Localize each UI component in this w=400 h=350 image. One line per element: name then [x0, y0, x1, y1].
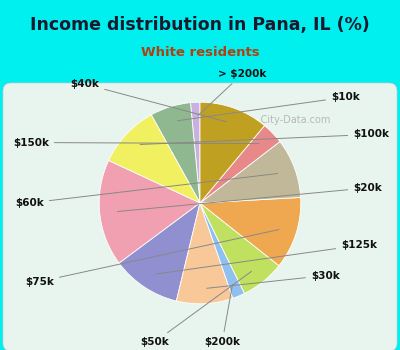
Text: ▲ City-Data.com: ▲ City-Data.com — [250, 115, 330, 125]
Text: $40k: $40k — [70, 79, 226, 122]
Text: > $200k: > $200k — [198, 69, 266, 116]
Wedge shape — [99, 161, 200, 263]
Text: $100k: $100k — [140, 130, 389, 145]
Wedge shape — [200, 142, 301, 203]
Wedge shape — [108, 115, 200, 203]
Wedge shape — [119, 203, 200, 301]
Text: $150k: $150k — [13, 138, 259, 147]
Text: $200k: $200k — [204, 285, 240, 347]
Wedge shape — [151, 103, 200, 203]
Text: $10k: $10k — [178, 92, 360, 121]
Wedge shape — [176, 203, 233, 304]
Wedge shape — [200, 197, 301, 266]
FancyBboxPatch shape — [3, 83, 397, 350]
Wedge shape — [200, 203, 244, 298]
Wedge shape — [200, 102, 264, 203]
Text: $75k: $75k — [25, 230, 279, 287]
Text: Income distribution in Pana, IL (%): Income distribution in Pana, IL (%) — [30, 16, 370, 34]
Text: $125k: $125k — [156, 240, 377, 274]
Text: $50k: $50k — [140, 271, 252, 347]
Text: $20k: $20k — [118, 183, 382, 211]
Text: $30k: $30k — [207, 271, 340, 288]
Text: White residents: White residents — [141, 46, 259, 58]
Text: $60k: $60k — [15, 174, 278, 208]
Wedge shape — [200, 126, 280, 203]
Wedge shape — [190, 102, 200, 203]
Wedge shape — [200, 203, 279, 293]
